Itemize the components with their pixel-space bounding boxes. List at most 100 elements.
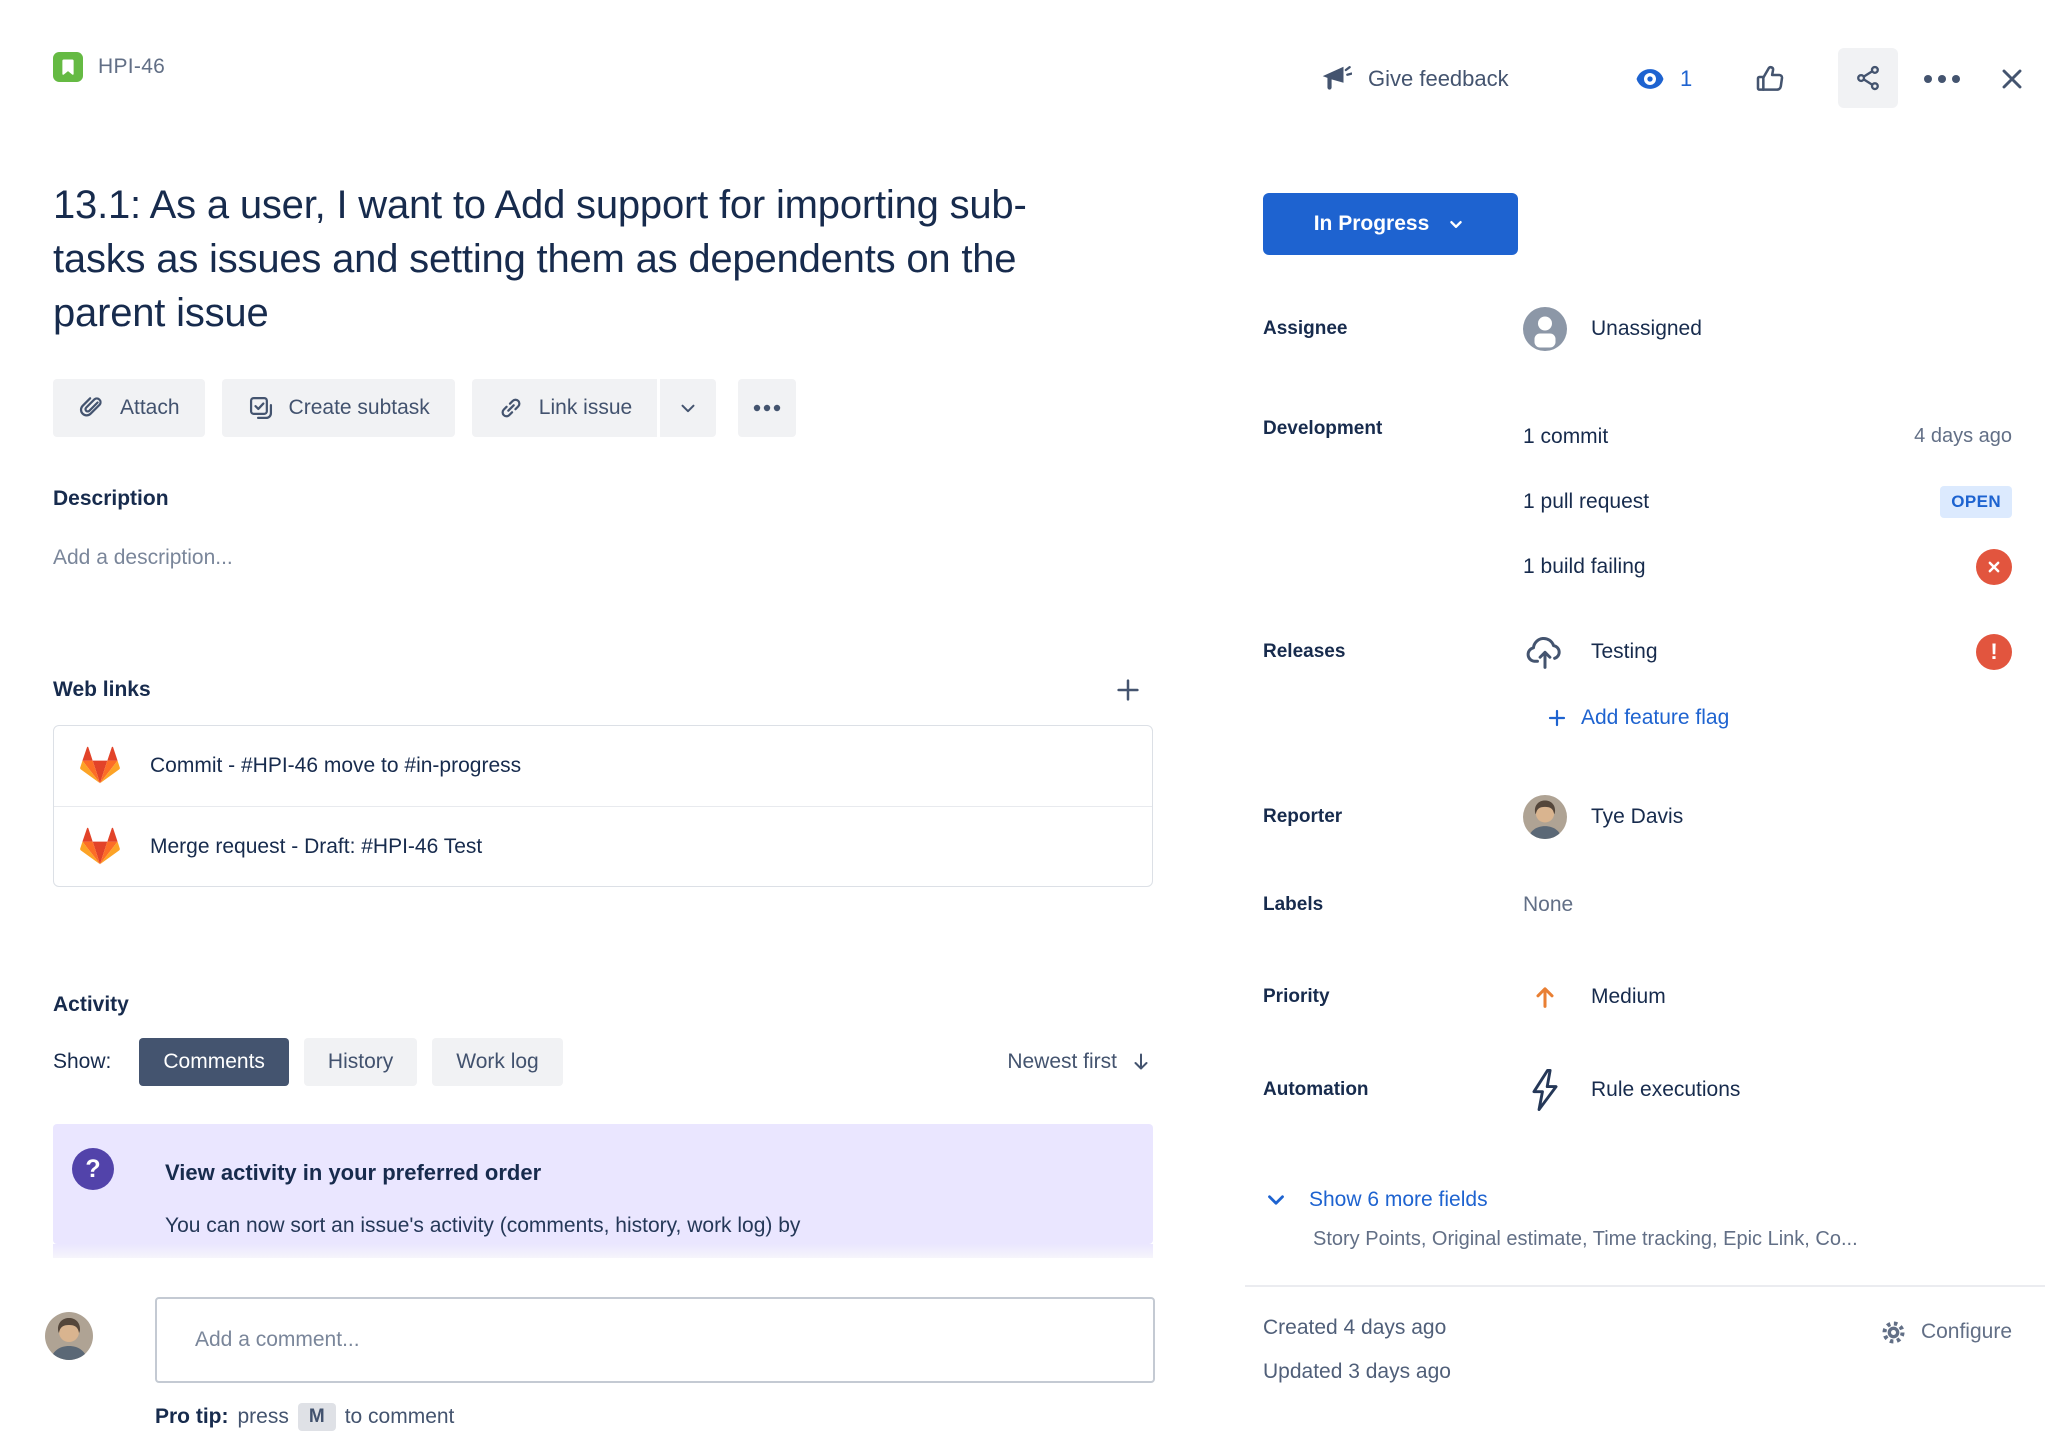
chevron-down-icon [1263,1187,1289,1213]
link-issue-dropdown-button[interactable] [660,379,717,437]
dev-pull-request-row[interactable]: 1 pull request OPEN [1523,469,2012,534]
link-issue-button[interactable]: Link issue [471,379,658,437]
gear-icon [1880,1319,1907,1346]
field-automation: Automation Rule executions [1263,1064,2012,1116]
web-link-label: Merge request - Draft: #HPI-46 Test [150,834,483,858]
configure-button[interactable]: Configure [1790,1312,2012,1352]
sort-order-label: Newest first [1007,1050,1117,1073]
tab-work-log[interactable]: Work log [432,1038,563,1086]
create-subtask-label: Create subtask [288,396,430,419]
field-assignee: Assignee Unassigned [1263,305,2012,353]
megaphone-icon [1318,62,1352,96]
like-button[interactable] [1750,57,1790,101]
gitlab-tanuki-icon [80,827,120,867]
gitlab-tanuki-icon [80,746,120,786]
tab-history[interactable]: History [303,1038,418,1086]
web-link-item[interactable]: Merge request - Draft: #HPI-46 Test [54,806,1152,886]
pro-tip: Pro tip: press M to comment [155,1400,454,1434]
dev-commits-row[interactable]: 1 commit 4 days ago [1523,404,2012,469]
web-links-heading: Web links [53,678,151,701]
field-label: Labels [1263,894,1324,915]
field-labels: Labels None [1263,885,2012,925]
story-type-icon [53,52,83,82]
arrow-down-icon [1129,1050,1153,1074]
sort-order-button[interactable]: Newest first [903,1038,1153,1086]
issue-key[interactable]: HPI-46 [98,55,166,78]
field-label: Automation [1263,1079,1369,1100]
create-subtask-button[interactable]: Create subtask [221,379,455,437]
attach-label: Attach [120,396,180,419]
watch-button[interactable]: 1 [1634,57,1692,101]
updated-timestamp: Updated 3 days ago [1263,1360,1451,1383]
chevron-down-icon [1445,213,1467,235]
add-feature-flag-link[interactable]: Add feature flag [1545,700,1729,736]
link-icon [497,394,525,422]
more-actions-button[interactable] [1918,57,1966,101]
field-priority: Priority Medium [1263,975,2012,1019]
reporter-value[interactable]: Tye Davis [1591,805,1684,828]
field-label: Development [1263,418,1383,439]
close-icon [1996,63,2028,95]
subtask-checkbox-icon [247,394,275,422]
web-links-list: Commit - #HPI-46 move to #in-progress Me… [53,725,1153,887]
assignee-value[interactable]: Unassigned [1591,317,1702,340]
give-feedback-label: Give feedback [1368,66,1509,91]
reporter-avatar [1523,795,1567,839]
show-more-fields-button[interactable]: Show 6 more fields [1263,1180,1488,1220]
show-label: Show: [53,1050,112,1073]
sidebar-divider [1245,1285,2045,1287]
web-link-item[interactable]: Commit - #HPI-46 move to #in-progress [54,726,1152,806]
plus-icon [1113,675,1143,705]
field-reporter: Reporter Tye Davis [1263,793,2012,841]
activity-filter-bar: Show: Comments History Work log [53,1038,578,1086]
lightning-bolt-icon [1523,1067,1567,1113]
labels-value[interactable]: None [1523,893,1574,916]
keyboard-shortcut-key: M [297,1403,336,1431]
status-dropdown[interactable]: In Progress [1263,193,1518,255]
share-button[interactable] [1838,48,1898,108]
plus-icon [1545,706,1569,730]
close-button[interactable] [1992,57,2032,101]
ellipsis-icon [1922,74,1962,84]
add-feature-flag-label: Add feature flag [1581,706,1730,729]
build-failing-icon [1976,548,2012,585]
share-icon [1853,63,1883,93]
unassigned-avatar-icon [1523,307,1567,351]
release-value[interactable]: Testing [1591,640,1658,663]
open-status-badge: OPEN [1940,485,2012,518]
automation-value[interactable]: Rule executions [1591,1078,1741,1101]
status-label: In Progress [1313,212,1430,235]
dev-build-row[interactable]: 1 build failing [1523,534,2012,599]
web-link-label: Commit - #HPI-46 move to #in-progress [150,754,522,777]
thumbs-up-icon [1754,63,1786,95]
question-mark-icon: ? [72,1148,114,1190]
tab-comments[interactable]: Comments [139,1038,289,1086]
description-placeholder[interactable]: Add a description... [53,546,233,569]
banner-title: View activity in your preferred order [165,1160,542,1185]
comment-placeholder: Add a comment... [195,1328,360,1351]
toolbar-more-button[interactable] [738,379,797,437]
current-user-avatar [45,1312,93,1360]
cloud-upload-icon [1523,631,1567,673]
field-label: Priority [1263,986,1330,1007]
attach-button[interactable]: Attach [53,379,205,437]
give-feedback-button[interactable]: Give feedback [1318,57,1509,101]
issue-title[interactable]: 13.1: As a user, I want to Add support f… [53,183,1027,335]
breadcrumb[interactable]: HPI-46 [53,45,165,89]
configure-label: Configure [1920,1320,2012,1343]
created-timestamp: Created 4 days ago [1263,1316,1447,1339]
comment-input[interactable]: Add a comment... [155,1297,1155,1383]
ellipsis-icon [753,404,781,412]
priority-value[interactable]: Medium [1591,985,1666,1008]
field-development: Development 1 commit 4 days ago 1 pull r… [1263,404,2012,599]
dev-commits-text: 1 commit [1523,424,1609,448]
banner-fade [53,1244,1153,1258]
field-releases: Releases Testing ! [1263,626,2012,678]
link-issue-label: Link issue [538,396,633,419]
chevron-down-icon [677,397,699,419]
add-web-link-button[interactable] [1106,668,1150,712]
dev-commits-meta: 4 days ago [1914,425,2012,447]
priority-medium-arrow-icon [1523,983,1567,1011]
activity-order-banner: ? View activity in your preferred order … [53,1124,1153,1244]
